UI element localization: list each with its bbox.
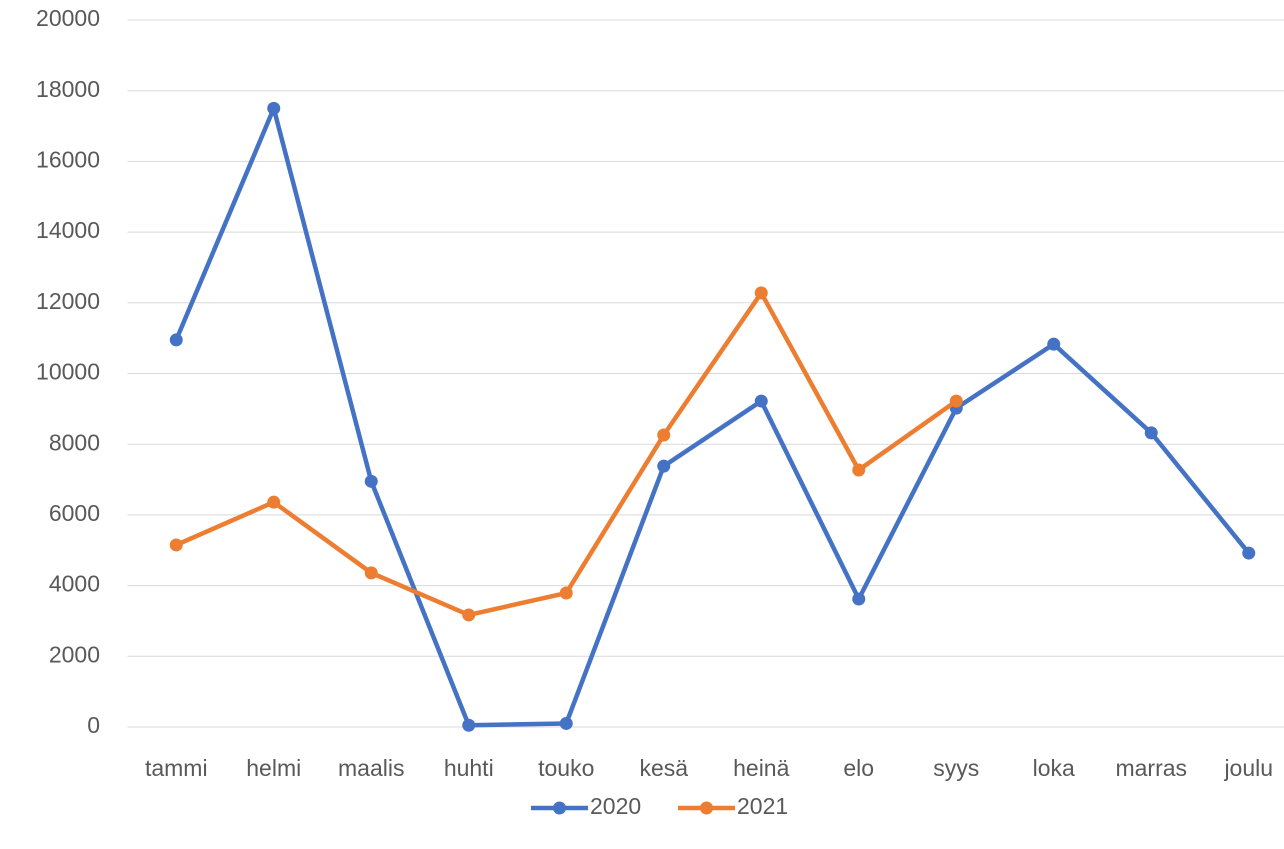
series-line bbox=[174, 106, 1251, 728]
x-tick-label: touko bbox=[538, 755, 594, 781]
x-tick-label: marras bbox=[1115, 755, 1187, 781]
x-tick-label: syys bbox=[933, 755, 979, 781]
data-point bbox=[754, 394, 768, 408]
x-tick-label: loka bbox=[1033, 755, 1075, 781]
data-point bbox=[267, 495, 281, 509]
data-point bbox=[852, 592, 866, 606]
y-tick-label: 16000 bbox=[36, 146, 100, 172]
x-tick-label: helmi bbox=[246, 755, 301, 781]
data-point bbox=[559, 716, 573, 730]
legend-marker bbox=[553, 801, 566, 815]
legend-label: 2021 bbox=[737, 793, 788, 819]
y-tick-label: 0 bbox=[87, 712, 100, 738]
x-tick-label: huhti bbox=[444, 755, 494, 781]
x-tick-label: heinä bbox=[733, 755, 789, 781]
x-tick-label: joulu bbox=[1223, 755, 1273, 781]
data-point bbox=[364, 474, 378, 488]
data-point bbox=[657, 428, 671, 442]
data-point bbox=[1144, 426, 1158, 440]
data-point bbox=[1242, 546, 1256, 560]
data-point bbox=[169, 538, 183, 552]
data-point bbox=[852, 463, 866, 477]
y-tick-label: 6000 bbox=[49, 500, 100, 526]
series-line bbox=[175, 290, 958, 618]
data-point bbox=[462, 718, 476, 732]
y-tick-label: 4000 bbox=[49, 571, 100, 597]
y-tick-label: 8000 bbox=[49, 429, 100, 455]
x-tick-label: kesä bbox=[639, 755, 688, 781]
legend-label: 2020 bbox=[590, 793, 641, 819]
data-point bbox=[169, 333, 183, 347]
y-tick-label: 10000 bbox=[36, 359, 100, 385]
data-point bbox=[657, 459, 671, 473]
y-tick-label: 14000 bbox=[36, 217, 100, 243]
data-point bbox=[267, 101, 281, 115]
y-tick-label: 2000 bbox=[49, 641, 100, 667]
x-tick-label: tammi bbox=[145, 755, 208, 781]
data-point bbox=[1047, 337, 1061, 351]
y-tick-label: 20000 bbox=[36, 5, 100, 31]
y-tick-label: 12000 bbox=[36, 288, 100, 314]
x-tick-label: maalis bbox=[338, 755, 404, 781]
data-point bbox=[462, 608, 476, 622]
data-point bbox=[949, 394, 963, 408]
x-tick-label: elo bbox=[843, 755, 874, 781]
data-point bbox=[364, 566, 378, 580]
data-point bbox=[559, 586, 573, 600]
data-point bbox=[754, 286, 768, 300]
y-tick-label: 18000 bbox=[36, 76, 100, 102]
legend-marker bbox=[700, 801, 713, 815]
